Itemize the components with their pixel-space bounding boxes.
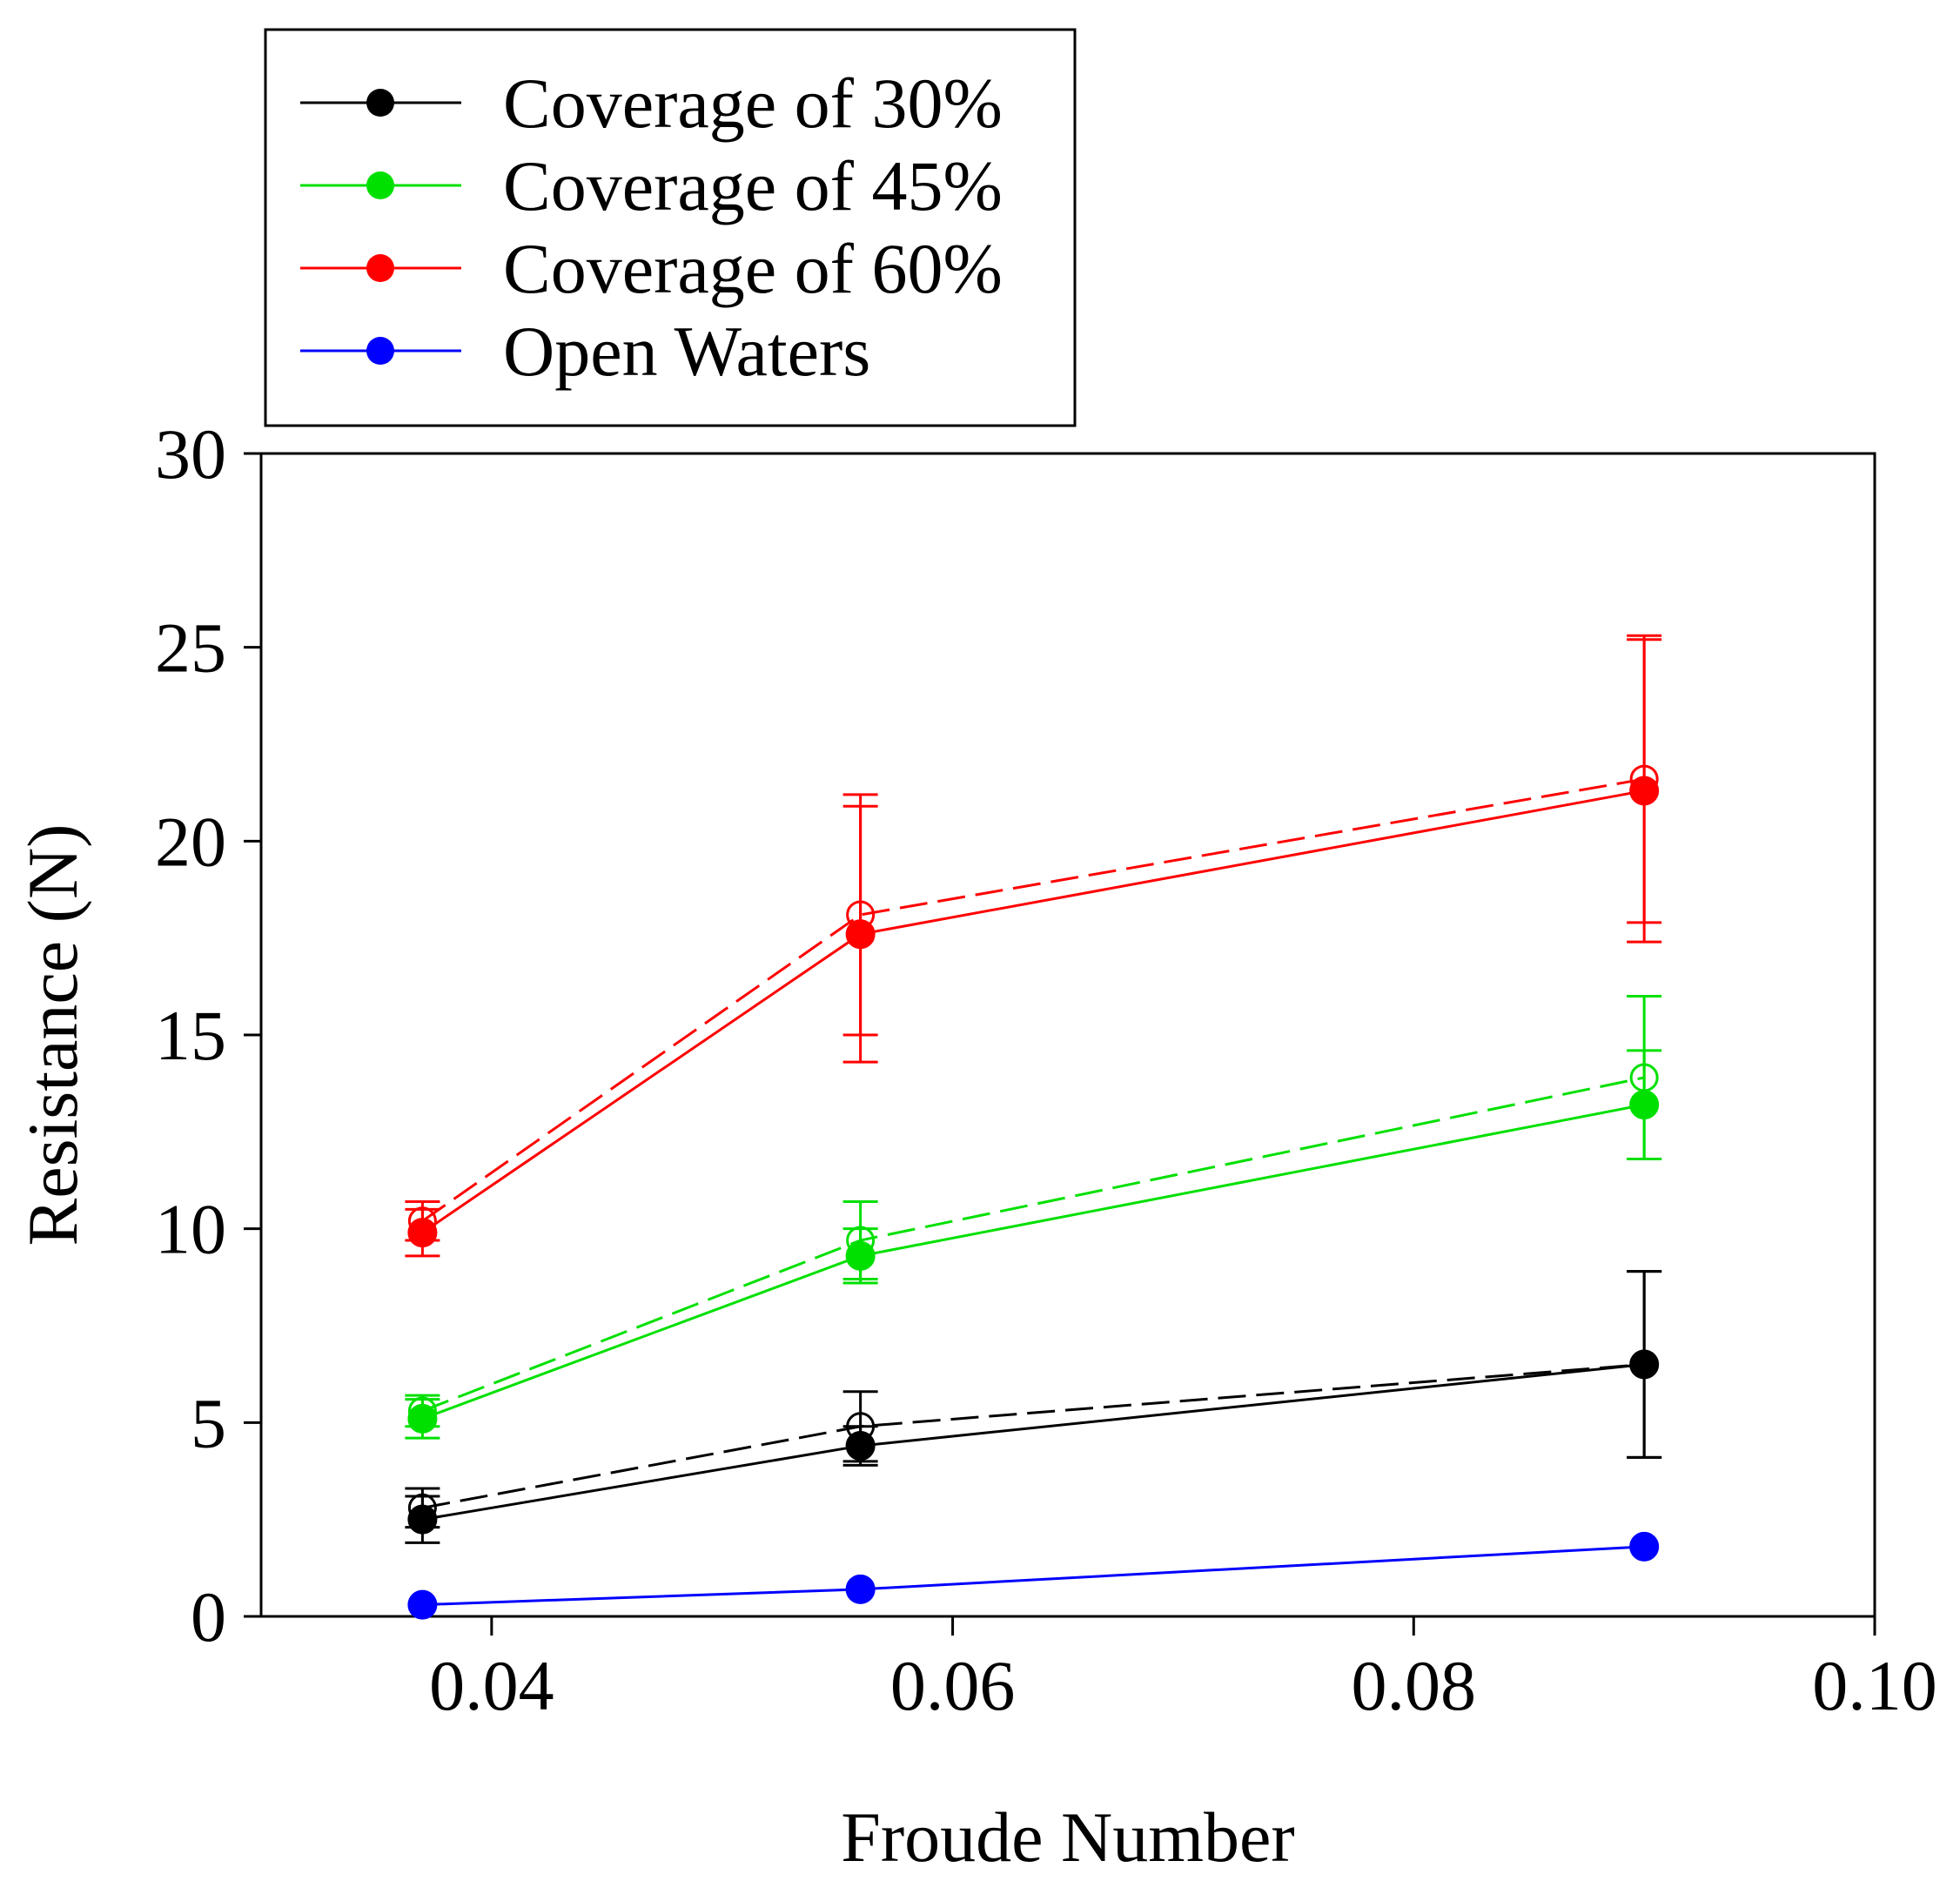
series-3-marker: [845, 1574, 876, 1604]
axes: 0.04 0.06 0.08 0.10 0 5 10 15 20 25 30: [155, 414, 1937, 1725]
series-3-line: [422, 1545, 1645, 1607]
series-0: [405, 1270, 1662, 1544]
series-1: [405, 994, 1662, 1440]
series-3: [407, 1531, 1660, 1620]
series-0-line: [422, 1363, 1645, 1522]
y-axis-title: Resistance (N): [13, 824, 92, 1246]
y-tick-label: 25: [155, 608, 226, 688]
series-0-marker: [1629, 1349, 1660, 1380]
legend-marker-1: [366, 171, 394, 199]
series-1-dashed-line: [421, 1076, 1645, 1413]
series-2-line: [421, 789, 1645, 1234]
legend-marker-3: [366, 337, 394, 365]
series-1-marker: [1629, 1090, 1660, 1120]
legend: Coverage of 30%Coverage of 45%Coverage o…: [264, 28, 1077, 427]
legend-label-0: Coverage of 30%: [503, 64, 1003, 143]
plot-area: [259, 452, 1876, 1618]
series-2-marker: [845, 919, 876, 950]
y-tick-label: 10: [155, 1190, 226, 1269]
x-axis-title: Froude Number: [841, 1797, 1295, 1877]
series-layer: [405, 634, 1662, 1620]
series-3-marker: [1629, 1531, 1660, 1562]
x-tick-label: 0.06: [890, 1646, 1016, 1725]
series-2-marker: [407, 1218, 438, 1248]
series-2: [405, 634, 1662, 1258]
x-tick-label: 0.08: [1352, 1646, 1477, 1725]
series-0-marker: [845, 1431, 876, 1461]
series-2-marker: [1629, 776, 1660, 806]
legend-marker-0: [366, 89, 394, 117]
legend-marker-2: [366, 254, 394, 282]
series-2-dashed-line: [421, 777, 1645, 1222]
series-3-marker: [407, 1589, 438, 1620]
y-tick-label: 15: [155, 996, 226, 1075]
series-1-line: [421, 1103, 1645, 1421]
series-1-marker: [407, 1403, 438, 1434]
series-0-marker: [407, 1504, 438, 1535]
legend-box: [264, 28, 1077, 427]
plot-frame: [259, 452, 1876, 1618]
y-tick-label: 20: [155, 802, 226, 881]
legend-label-3: Open Waters: [503, 312, 870, 391]
x-tick-label: 0.04: [429, 1646, 554, 1725]
y-tick-label: 0: [191, 1577, 226, 1656]
series-1-marker: [845, 1240, 876, 1271]
legend-label-1: Coverage of 45%: [503, 146, 1003, 225]
y-tick-label: 30: [155, 414, 226, 494]
series-0-dashed-line: [422, 1363, 1645, 1509]
y-tick-label: 5: [191, 1383, 226, 1462]
legend-label-2: Coverage of 60%: [503, 229, 1003, 308]
x-tick-label: 0.10: [1812, 1646, 1937, 1725]
